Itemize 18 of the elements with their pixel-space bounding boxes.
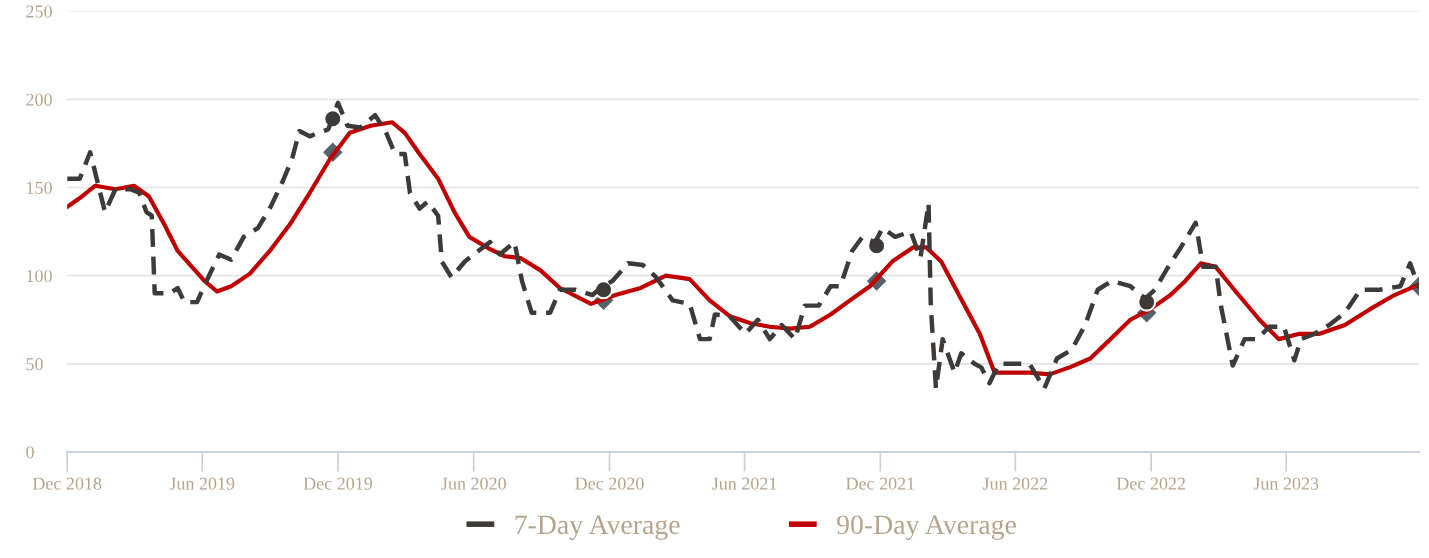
- legend-label: 90-Day Average: [837, 515, 1016, 540]
- y-tick-label: 150: [27, 181, 52, 194]
- y-tick-label: 200: [26, 93, 52, 106]
- x-tick-label: Jun 2022: [982, 477, 1048, 490]
- x-tick-label: Jun 2019: [169, 477, 235, 490]
- x-tick-label: Dec 2018: [32, 477, 102, 490]
- y-tick-label: 50: [26, 358, 43, 371]
- x-tick-label: Dec 2020: [575, 477, 644, 490]
- x-tick-label: Dec 2019: [303, 477, 373, 490]
- y-tick-label: 100: [27, 269, 52, 283]
- x-tick-label: Dec 2022: [1116, 477, 1185, 490]
- y-tick-label: 0: [26, 446, 34, 459]
- y-tick-label: 250: [26, 5, 52, 18]
- x-tick-label: Jun 2021: [712, 477, 777, 490]
- x-tick-label: Jun 2020: [441, 477, 506, 490]
- x-tick-label: Jun 2023: [1253, 477, 1319, 490]
- legend-label: 7-Day Average: [515, 515, 680, 540]
- x-tick-label: Dec 2021: [846, 477, 915, 490]
